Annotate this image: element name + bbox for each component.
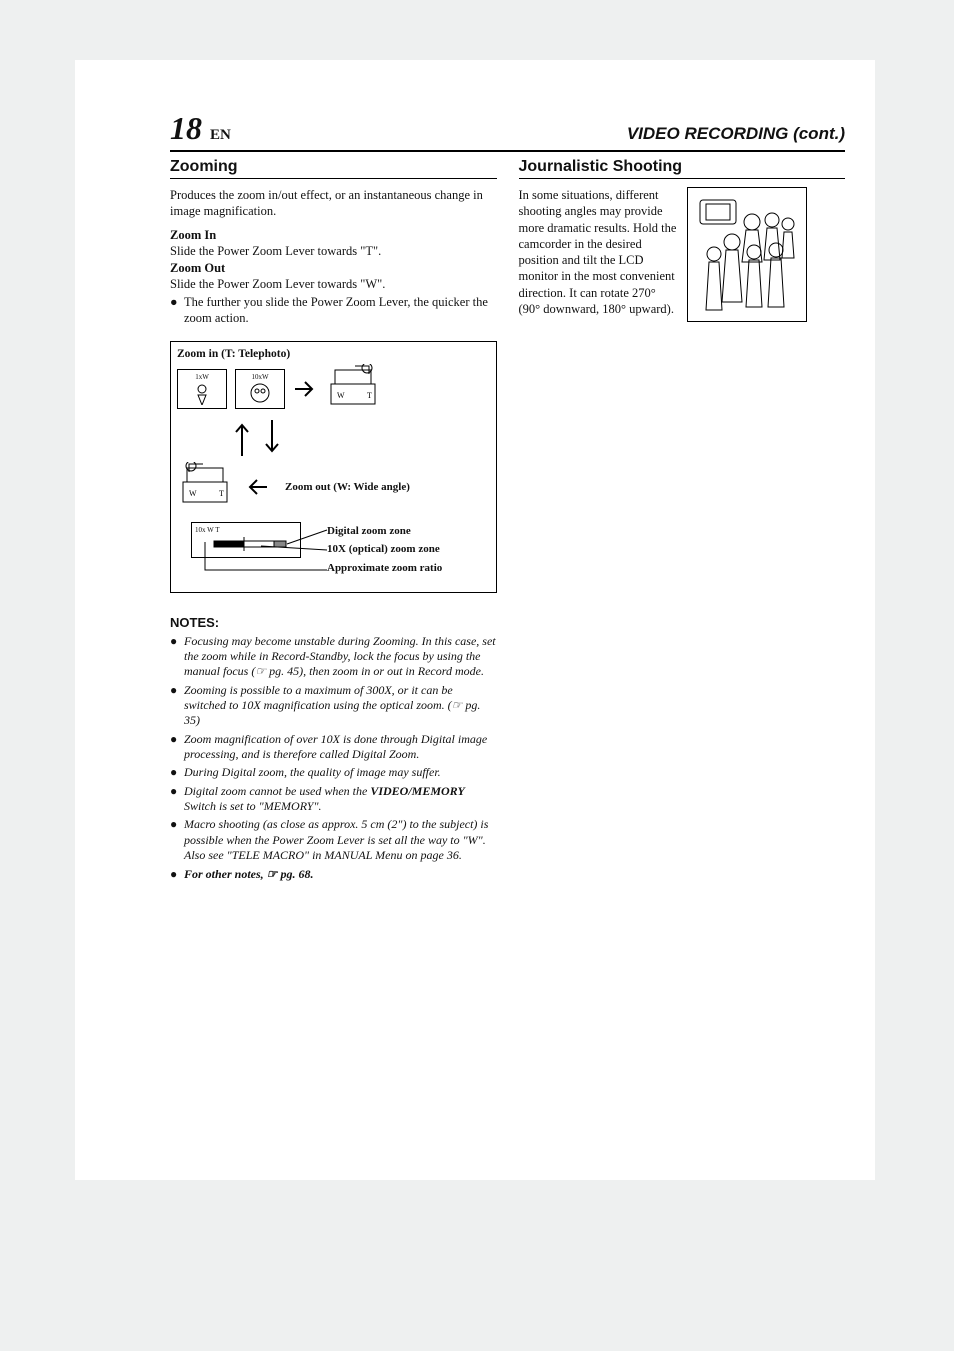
note-item: ●For other notes, ☞ pg. 68.: [170, 867, 497, 882]
indicator-label-digital: Digital zoom zone: [327, 522, 442, 541]
notes-list: ●Focusing may become unstable during Zoo…: [170, 634, 497, 882]
diagram-screen-tele: 10xW: [235, 369, 285, 409]
zoom-out-text: Slide the Power Zoom Lever towards "W".: [170, 276, 497, 292]
zooming-intro: Produces the zoom in/out effect, or an i…: [170, 187, 497, 220]
bullet-dot: ●: [170, 784, 184, 815]
zoom-bullet-1-text: The further you slide the Power Zoom Lev…: [184, 294, 497, 327]
svg-text:W: W: [337, 391, 345, 400]
note-item: ●Digital zoom cannot be used when the VI…: [170, 784, 497, 815]
bullet-dot: ●: [170, 732, 184, 763]
note-text: For other notes, ☞ pg. 68.: [184, 867, 313, 882]
diagram-right-ratio: 10xW: [251, 373, 268, 381]
zoom-bullet-1: ● The further you slide the Power Zoom L…: [170, 294, 497, 327]
zooming-heading: Zooming: [170, 158, 497, 179]
bullet-dot: ●: [170, 765, 184, 780]
bullet-dot: ●: [170, 817, 184, 863]
bullet-dot: ●: [170, 683, 184, 729]
svg-text:T: T: [367, 391, 372, 400]
diagram-lever-tele: WT: [325, 364, 385, 414]
note-item: ●Zoom magnification of over 10X is done …: [170, 732, 497, 763]
zoom-out-label: Zoom Out: [170, 261, 497, 276]
diagram-out-caption: Zoom out (W: Wide angle): [285, 481, 410, 493]
arrow-up-icon: [232, 418, 252, 458]
note-item: ●Macro shooting (as close as approx. 5 c…: [170, 817, 497, 863]
right-column: Journalistic Shooting In some situations…: [519, 158, 846, 885]
note-text: Macro shooting (as close as approx. 5 cm…: [184, 817, 497, 863]
diagram-top-caption: Zoom in (T: Telephoto): [177, 348, 490, 360]
arrow-down-icon: [262, 418, 282, 458]
note-item: ●Zooming is possible to a maximum of 300…: [170, 683, 497, 729]
indicator-label-optical: 10X (optical) zoom zone: [327, 540, 442, 559]
bullet-dot: ●: [170, 634, 184, 680]
indicator-leader-lines: [191, 522, 331, 582]
note-text: During Digital zoom, the quality of imag…: [184, 765, 441, 780]
journalistic-illustration: [687, 187, 807, 322]
note-text: Focusing may become unstable during Zoom…: [184, 634, 497, 680]
note-item: ●Focusing may become unstable during Zoo…: [170, 634, 497, 680]
arrow-left-icon: [245, 475, 269, 499]
left-column: Zooming Produces the zoom in/out effect,…: [170, 158, 497, 885]
diagram-left-ratio: 1xW: [195, 373, 209, 381]
svg-text:T: T: [219, 489, 224, 498]
journalistic-heading: Journalistic Shooting: [519, 158, 846, 179]
bullet-dot: ●: [170, 867, 184, 882]
section-title: VIDEO RECORDING (cont.): [627, 124, 845, 144]
zoom-in-text: Slide the Power Zoom Lever towards "T".: [170, 243, 497, 259]
page-content: 18 EN VIDEO RECORDING (cont.) Zooming Pr…: [75, 60, 875, 1180]
svg-text:W: W: [189, 489, 197, 498]
note-text: Digital zoom cannot be used when the VID…: [184, 784, 497, 815]
notes-heading: NOTES:: [170, 615, 497, 630]
indicator-label-ratio: Approximate zoom ratio: [327, 559, 442, 578]
note-text: Zooming is possible to a maximum of 300X…: [184, 683, 497, 729]
diagram-screen-wide: 1xW: [177, 369, 227, 409]
page-number: 18: [170, 110, 202, 146]
note-text: Zoom magnification of over 10X is done t…: [184, 732, 497, 763]
page-header: 18 EN VIDEO RECORDING (cont.): [170, 110, 845, 152]
zoom-in-label: Zoom In: [170, 228, 497, 243]
journalistic-body: In some situations, different shooting a…: [519, 187, 679, 317]
page-number-block: 18 EN: [170, 110, 231, 147]
diagram-lever-wide: WT: [177, 462, 237, 512]
page-lang: EN: [210, 127, 231, 143]
arrow-right-icon: [293, 377, 317, 401]
note-item: ●During Digital zoom, the quality of ima…: [170, 765, 497, 780]
zoom-diagram: Zoom in (T: Telephoto) 1xW 10xW WT: [170, 341, 497, 593]
